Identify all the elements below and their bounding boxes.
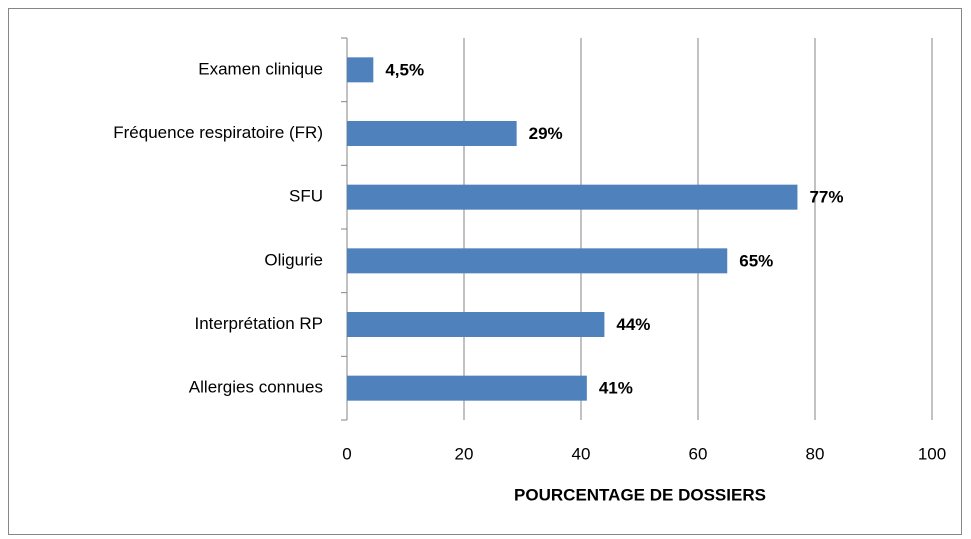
data-label: 41% — [599, 379, 633, 398]
y-tick-label: SFU — [289, 187, 323, 206]
x-tick-label: 20 — [455, 444, 474, 463]
bar — [347, 184, 798, 210]
data-label: 65% — [739, 251, 773, 270]
data-label: 77% — [809, 188, 843, 207]
y-tick-label: Oligurie — [264, 250, 323, 269]
x-tick-label: 0 — [342, 444, 351, 463]
x-tick-label: 60 — [689, 444, 708, 463]
x-axis-title: POURCENTAGE DE DOSSIERS — [514, 485, 766, 504]
data-label: 44% — [616, 315, 650, 334]
data-label: 4,5% — [385, 60, 424, 79]
y-tick-label: Examen clinique — [198, 59, 323, 78]
x-tick-label: 80 — [806, 444, 825, 463]
bar — [347, 57, 374, 83]
bar — [347, 312, 605, 337]
y-tick-label: Allergies connues — [189, 378, 323, 397]
bar — [347, 248, 728, 274]
y-tick-label: Fréquence respiratoire (FR) — [113, 123, 323, 142]
data-label: 29% — [529, 124, 563, 143]
bar — [347, 121, 517, 146]
y-tick-label: Interprétation RP — [194, 314, 323, 333]
bar — [347, 375, 587, 401]
x-tick-label: 100 — [918, 444, 946, 463]
x-tick-label: 40 — [572, 444, 591, 463]
